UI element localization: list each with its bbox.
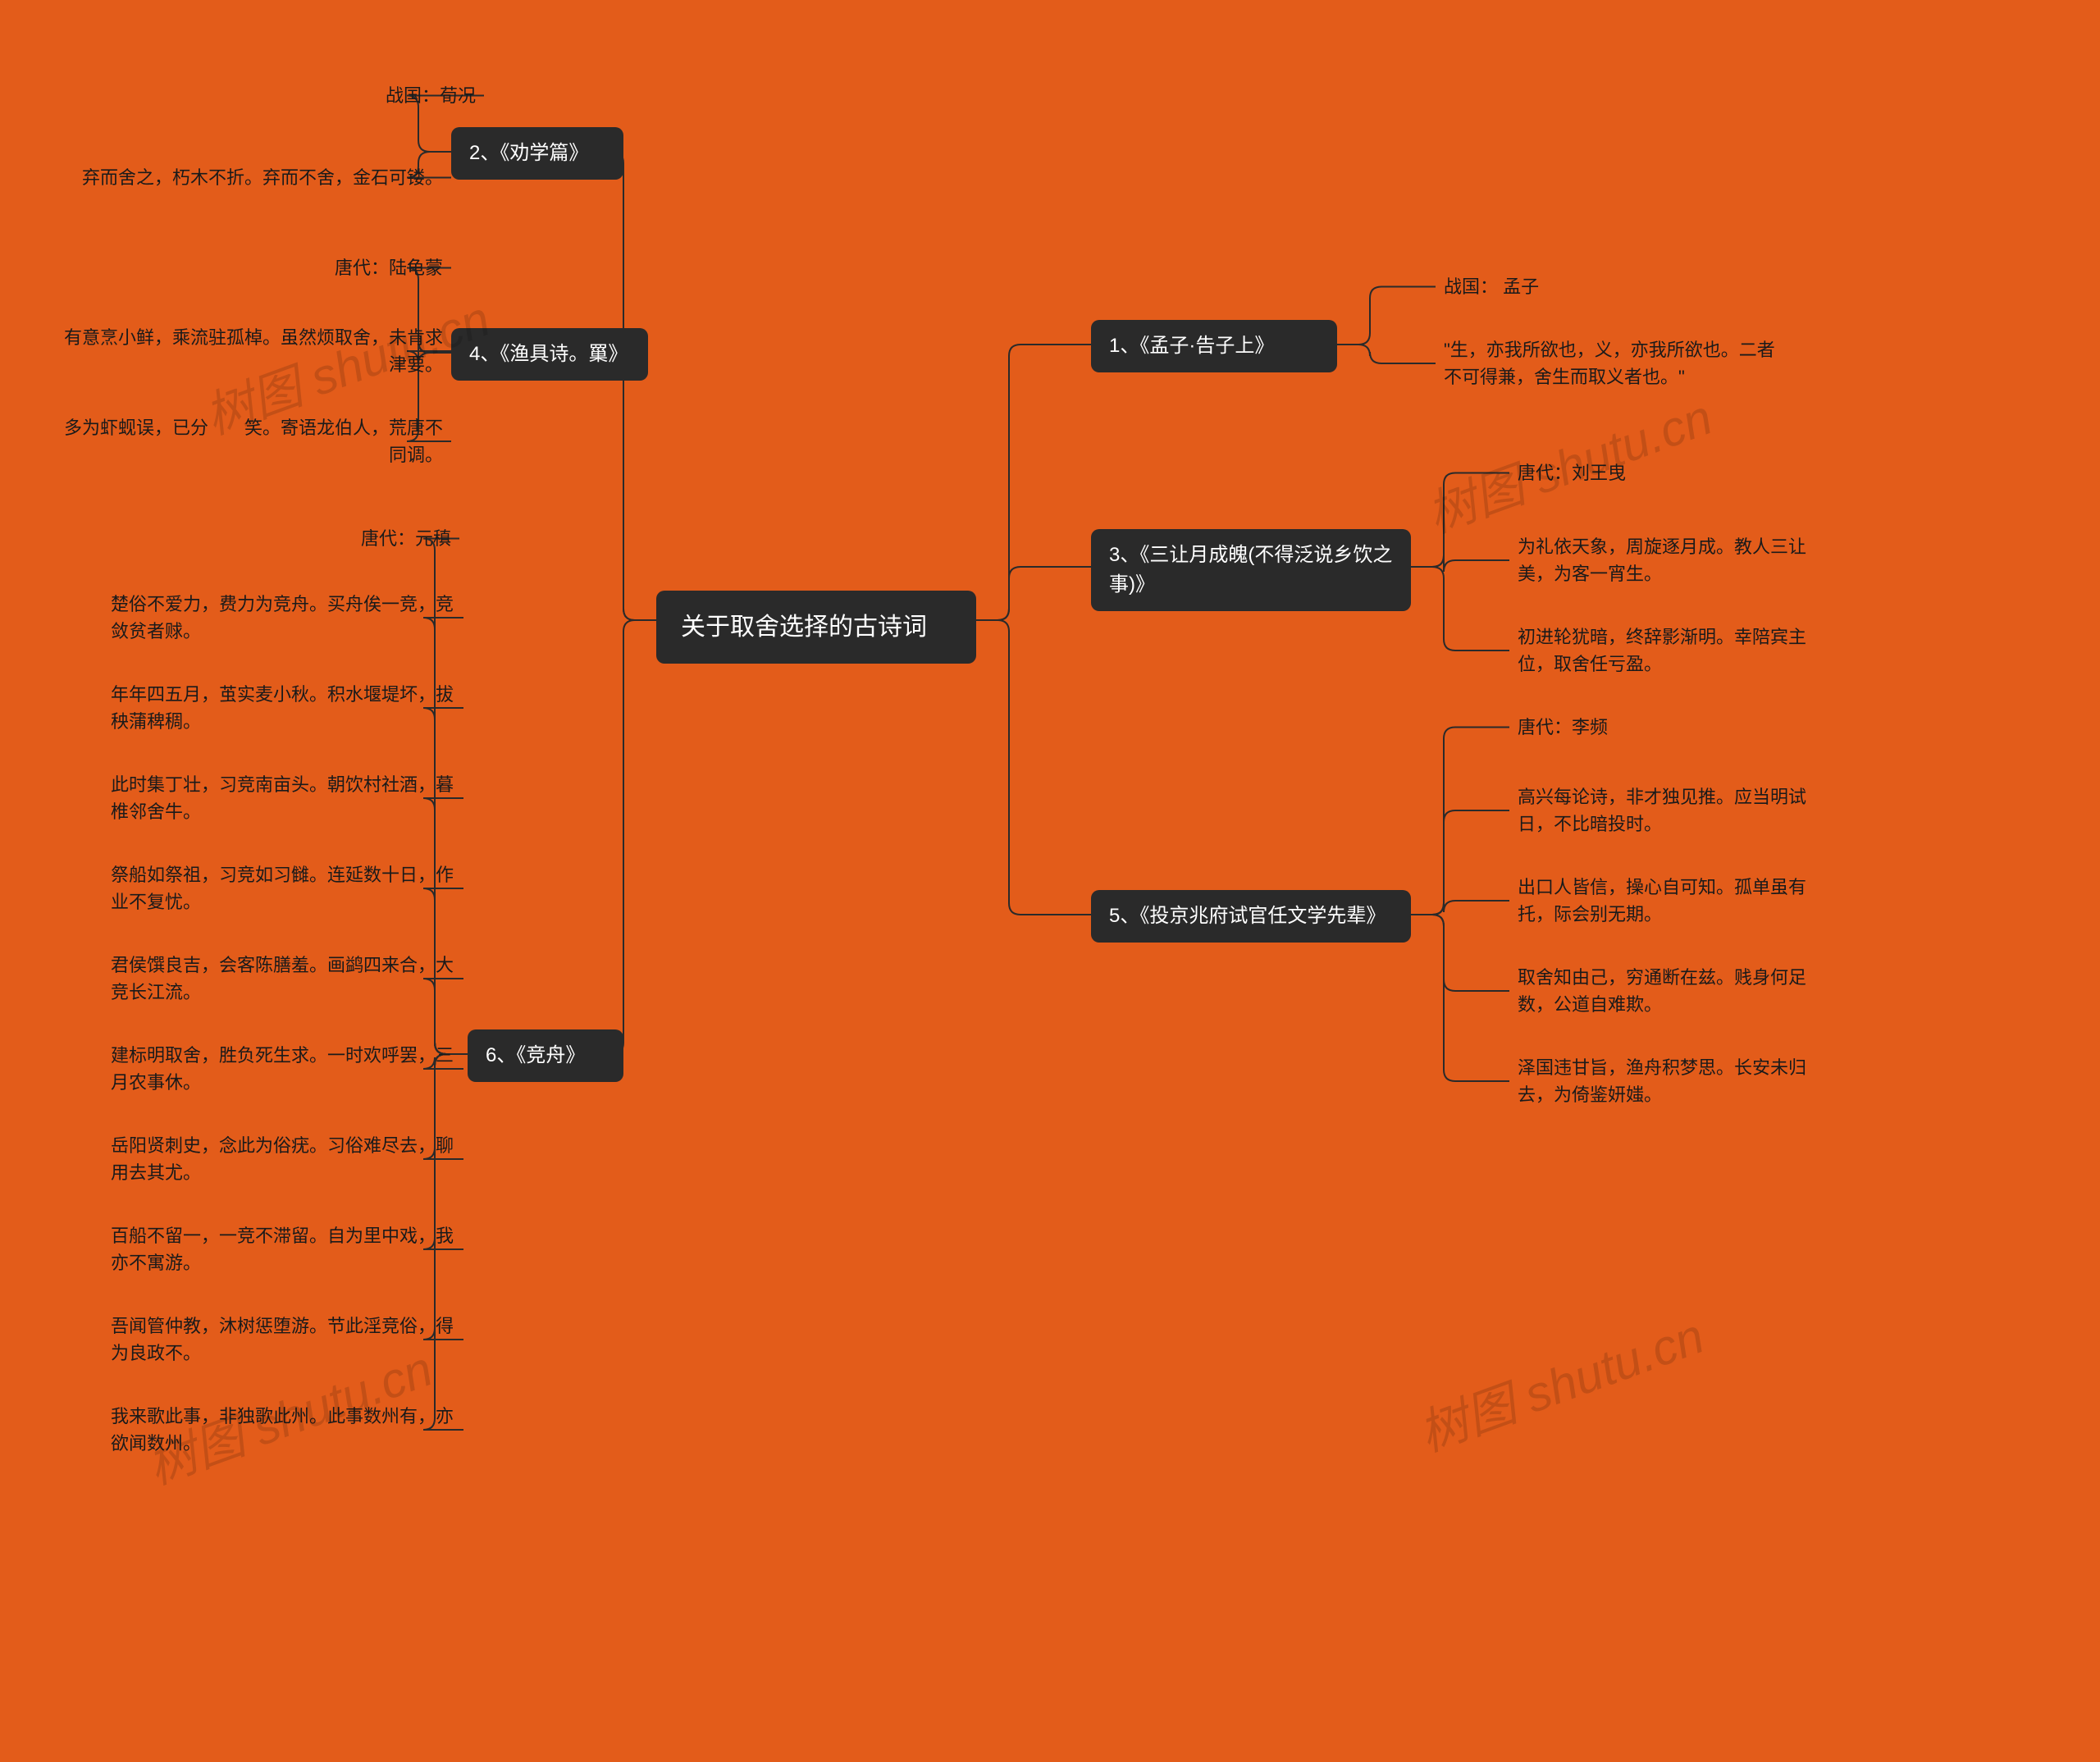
branch-node-b6[interactable]: 6、《竞舟》 (468, 1029, 623, 1082)
leaf-b6-10: 我来歌此事，非独歌此州。此事数州有，亦欲闻数州。 (111, 1403, 455, 1457)
leaf-b4-2: 多为虾蚬误，已分 笑。寄语龙伯人，荒唐不同调。 (49, 414, 443, 468)
leaf-b3-2: 初进轮犹暗，终辞影渐明。幸陪宾主位，取舍任亏盈。 (1518, 623, 1829, 678)
branch-node-b2[interactable]: 2、《劝学篇》 (451, 127, 623, 180)
leaf-b1-0: 战国： 孟子 (1444, 273, 1723, 300)
leaf-b1-1: "生，亦我所欲也，义，亦我所欲也。二者不可得兼，舍生而取义者也。" (1444, 336, 1780, 390)
leaf-b2-1: 弃而舍之，朽木不折。弃而不舍，金石可镂。 (49, 164, 443, 191)
leaf-b4-0: 唐代：陆龟蒙 (246, 254, 443, 281)
branch-node-b1[interactable]: 1、《孟子·告子上》 (1091, 320, 1337, 372)
leaf-b6-1: 楚俗不爱力，费力为竞舟。买舟俟一竞，竞敛贫者赇。 (111, 591, 455, 645)
leaf-b6-3: 此时集丁壮，习竞南亩头。朝饮村社酒，暮椎邻舍牛。 (111, 771, 455, 825)
leaf-b4-1: 有意烹小鲜，乘流驻孤棹。虽然烦取舍，未肯求津要。 (49, 324, 443, 378)
leaf-b3-1: 为礼依天象，周旋逐月成。教人三让美，为客一宵生。 (1518, 533, 1829, 587)
branch-node-b5[interactable]: 5、《投京兆府试官任文学先辈》 (1091, 890, 1411, 943)
leaf-b6-7: 岳阳贤刺史，念此为俗疣。习俗难尽去，聊用去其尤。 (111, 1132, 455, 1186)
leaf-b6-6: 建标明取舍，胜负死生求。一时欢呼罢，三月农事休。 (111, 1042, 455, 1096)
leaf-b5-2: 出口人皆信，操心自可知。孤单虽有托，际会别无期。 (1518, 874, 1829, 928)
leaf-b5-1: 高兴每论诗，非才独见推。应当明试日，不比暗投时。 (1518, 783, 1829, 838)
branch-node-b4[interactable]: 4、《渔具诗。罺》 (451, 328, 648, 381)
leaf-b5-3: 取舍知由己，穷通断在兹。贱身何足数，公道自难欺。 (1518, 964, 1829, 1018)
leaf-b2-0: 战国：荀况 (312, 82, 476, 109)
leaf-b5-4: 泽国违甘旨，渔舟积梦思。长安未归去，为倚鉴妍媸。 (1518, 1054, 1829, 1108)
leaf-b5-0: 唐代：李频 (1518, 714, 1764, 741)
leaf-b6-0: 唐代：元稹 (304, 525, 451, 552)
leaf-b3-0: 唐代：刘王曳 (1518, 459, 1764, 486)
root-node[interactable]: 关于取舍选择的古诗词 (656, 591, 976, 664)
leaf-b6-5: 君侯馔良吉，会客陈膳羞。画鹢四来合，大竞长江流。 (111, 952, 455, 1006)
watermark-3: 树图 shutu.cn (1408, 1296, 1712, 1465)
leaf-b6-8: 百船不留一，一竞不滞留。自为里中戏，我亦不寓游。 (111, 1222, 455, 1276)
leaf-b6-2: 年年四五月，茧实麦小秋。积水堰堤坏，拔秧蒲稗稠。 (111, 681, 455, 735)
leaf-b6-9: 吾闻管仲教，沐树惩堕游。节此淫竞俗，得为良政不。 (111, 1312, 455, 1367)
branch-node-b3[interactable]: 3、《三让月成魄(不得泛说乡饮之事)》 (1091, 529, 1411, 611)
leaf-b6-4: 祭船如祭祖，习竞如习雠。连延数十日，作业不复忧。 (111, 861, 455, 915)
